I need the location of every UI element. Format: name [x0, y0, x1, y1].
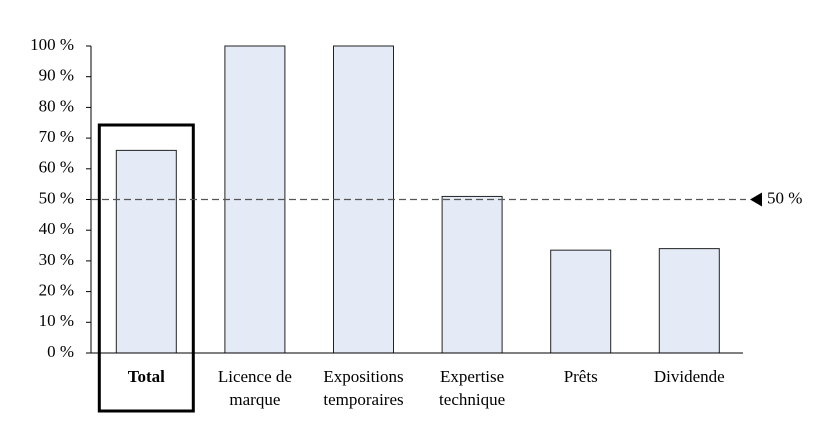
x-tick-label: Expertise technique	[439, 367, 505, 409]
reference-label: 50 %	[767, 188, 802, 207]
y-tick-label: 60 %	[39, 158, 74, 177]
bar	[658, 248, 720, 354]
x-tick-label: Dividende	[654, 367, 725, 386]
bar	[550, 249, 612, 354]
y-tick-label: 50 %	[39, 188, 74, 207]
x-tick-label: Total	[128, 367, 165, 386]
y-tick-label: 10 %	[39, 311, 74, 330]
y-tick-label: 30 %	[39, 250, 74, 269]
bar	[441, 195, 503, 354]
x-tick-label: Expositions temporaires	[323, 367, 403, 409]
y-tick-label: 0 %	[47, 342, 74, 361]
highlight-box	[97, 123, 195, 413]
y-tick-label: 70 %	[39, 127, 74, 146]
bar	[115, 149, 177, 354]
bar	[333, 45, 394, 354]
y-tick-label: 90 %	[39, 66, 74, 85]
y-tick-label: 100 %	[30, 35, 74, 54]
y-tick-label: 20 %	[39, 281, 74, 300]
x-tick-label: Prêts	[564, 367, 598, 386]
y-tick-label: 80 %	[39, 96, 74, 115]
bar	[224, 45, 286, 354]
y-tick-label: 40 %	[39, 219, 74, 238]
reference-marker	[750, 192, 762, 207]
x-tick-label: Licence de marque	[218, 367, 292, 409]
